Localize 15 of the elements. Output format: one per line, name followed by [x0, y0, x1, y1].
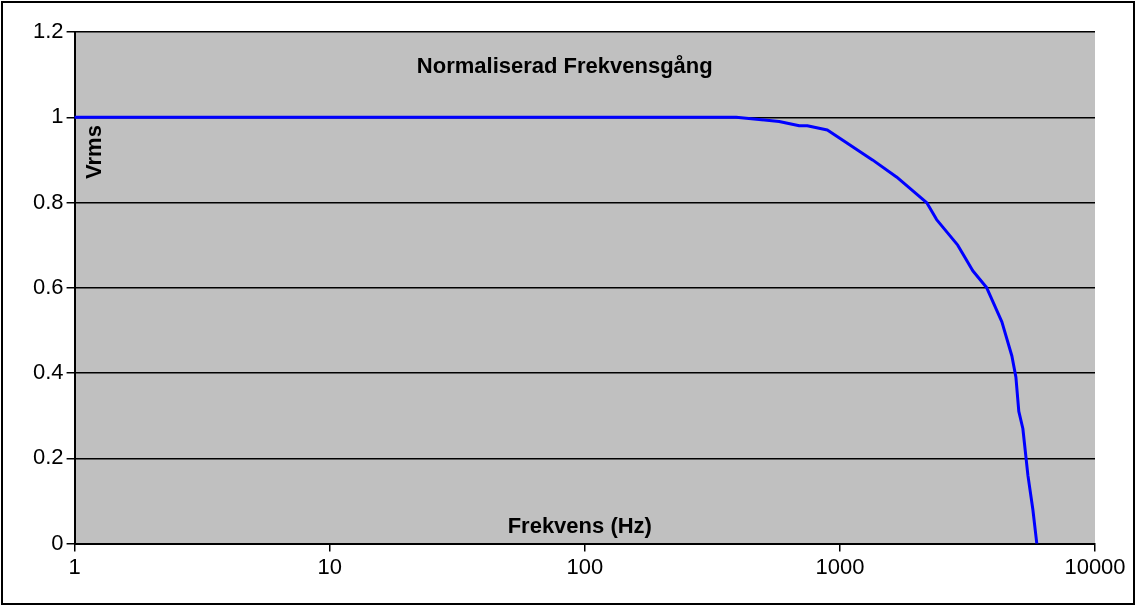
y-tick-label: 1 — [51, 103, 64, 129]
x-tick-label: 1 — [68, 553, 81, 579]
y-tick-label: 0.8 — [32, 188, 64, 214]
y-tick-label: 0 — [51, 529, 64, 555]
x-axis-title: Frekvens (Hz) — [507, 512, 652, 538]
x-tick-label: 100 — [566, 553, 604, 579]
x-tick-label: 1000 — [815, 553, 865, 579]
y-tick-label: 1.2 — [32, 18, 64, 44]
y-tick-label: 0.6 — [32, 273, 64, 299]
y-tick-label: 0.4 — [32, 359, 64, 385]
x-tick-label: 10000 — [1064, 553, 1126, 579]
x-tick-label: 10 — [317, 553, 342, 579]
y-tick-label: 0.2 — [32, 444, 64, 470]
text: Normaliserad Frekvensgång — [416, 53, 713, 79]
y-axis-title: Vrms — [80, 125, 106, 179]
